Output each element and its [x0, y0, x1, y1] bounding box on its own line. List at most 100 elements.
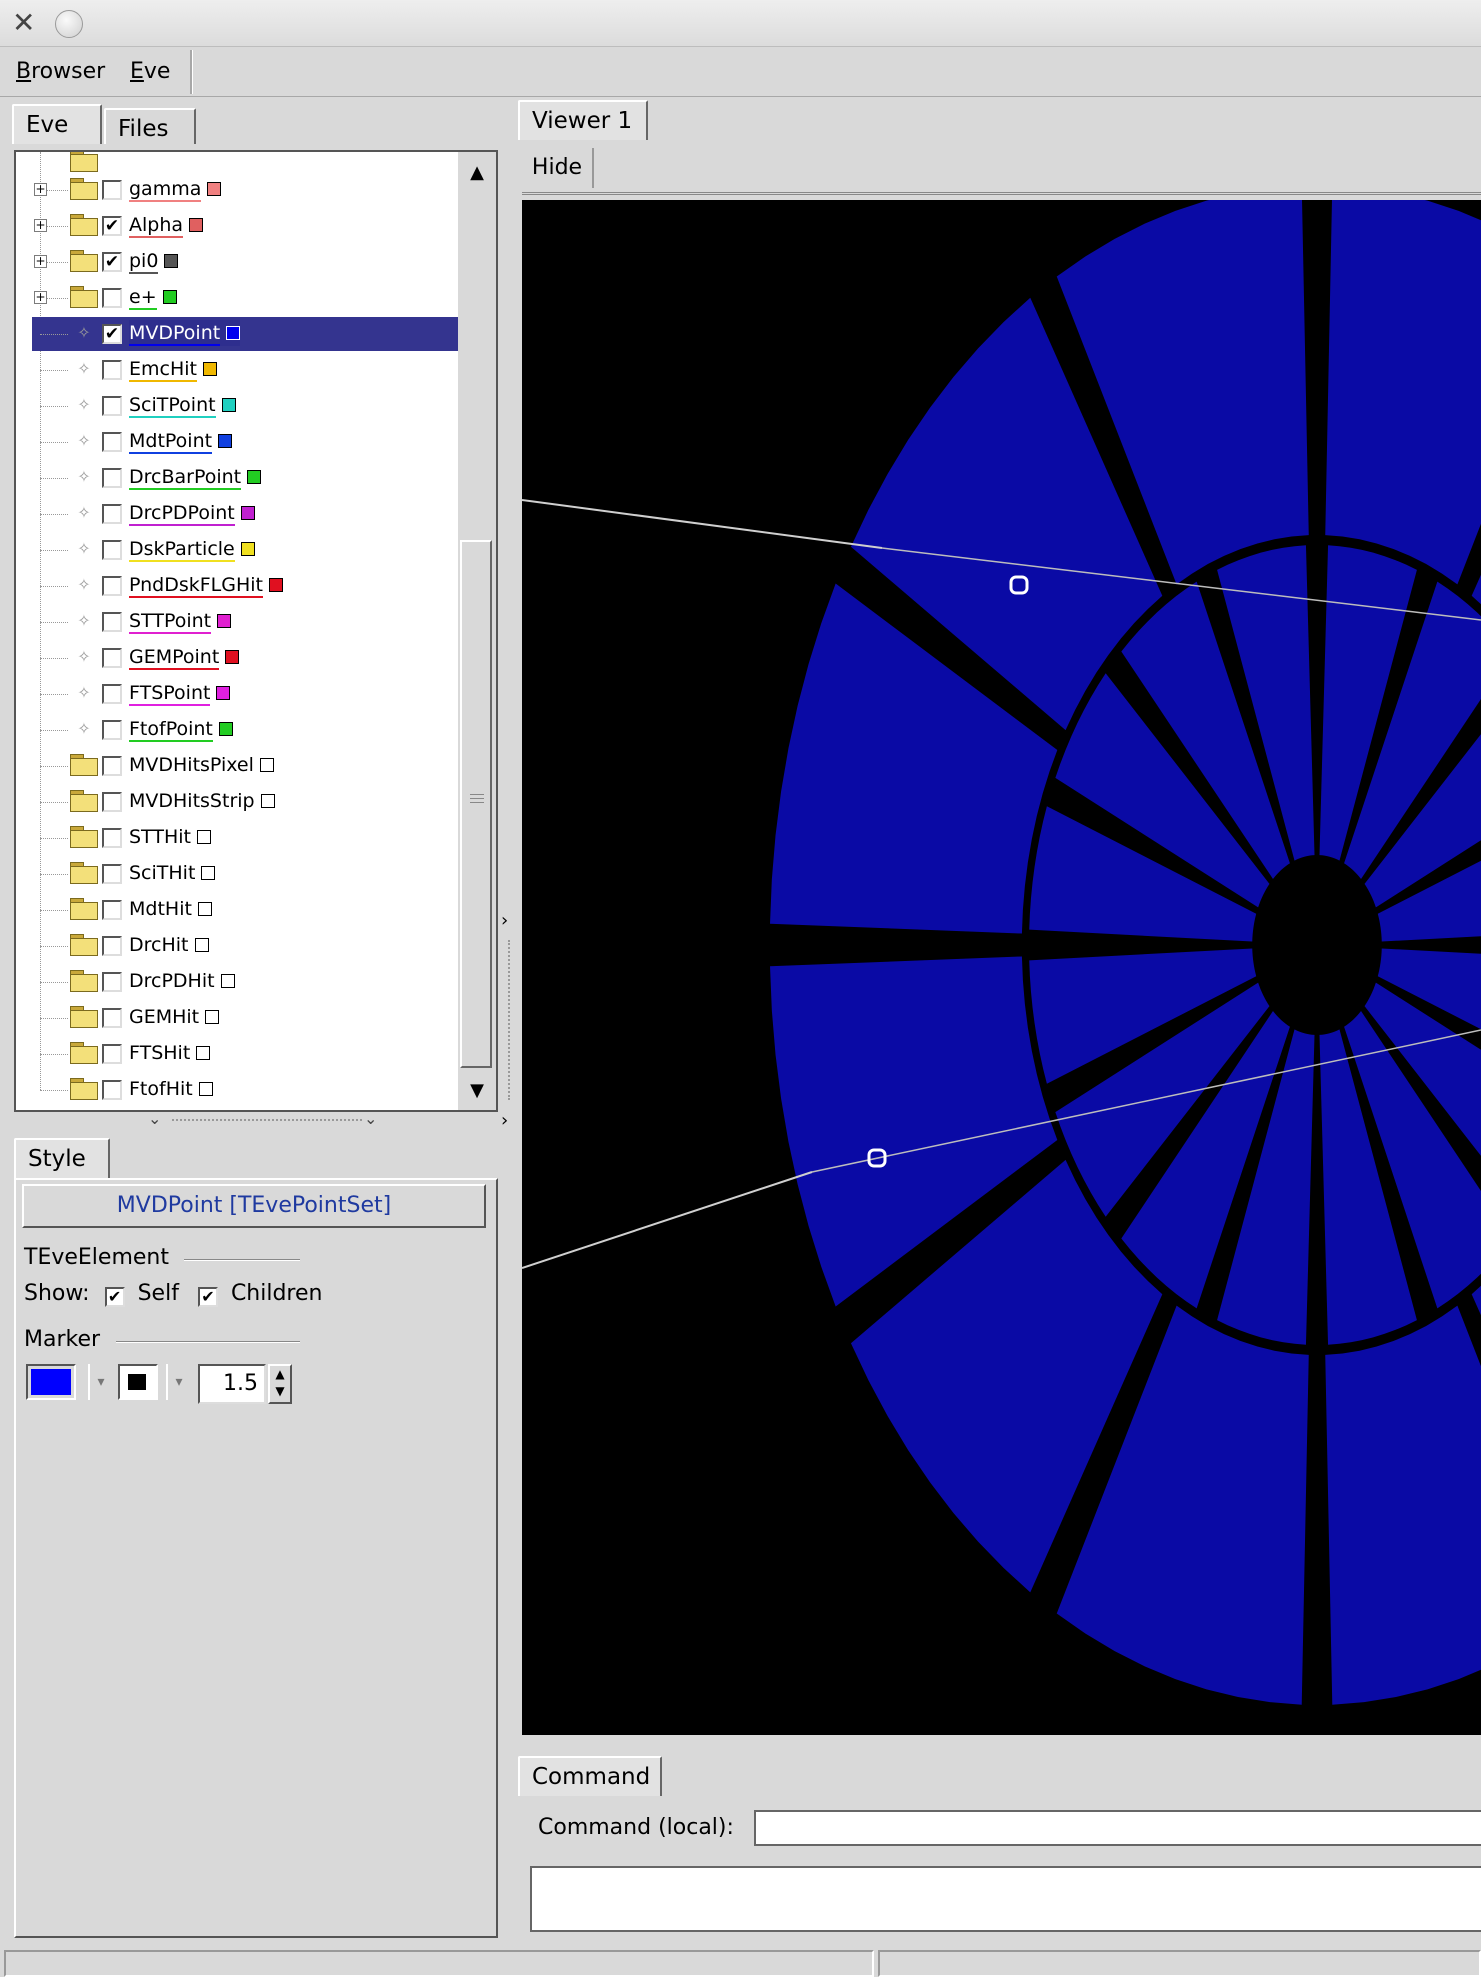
- color-swatch-icon[interactable]: [164, 254, 179, 268]
- tab-command[interactable]: Command: [518, 1756, 662, 1796]
- tree-row-mdtpoint[interactable]: ✧ MdtPoint: [22, 424, 462, 460]
- visibility-checkbox[interactable]: ✔: [102, 252, 122, 272]
- marker-color-button[interactable]: [26, 1364, 76, 1400]
- tab-style[interactable]: Style: [14, 1138, 110, 1178]
- tree-item-label[interactable]: SciTHit: [129, 860, 216, 886]
- tree-row-drchit[interactable]: DrcHit: [22, 928, 462, 964]
- tree-row-drcbarpoint[interactable]: ✧ DrcBarPoint: [22, 460, 462, 496]
- tree-item-label[interactable]: GEMHit: [129, 1004, 220, 1030]
- color-swatch-icon[interactable]: [194, 938, 209, 952]
- tree-item-label[interactable]: gamma: [129, 176, 222, 202]
- color-swatch-icon[interactable]: [259, 758, 274, 772]
- object-name-button[interactable]: MVDPoint [TEvePointSet]: [22, 1184, 486, 1228]
- expand-icon[interactable]: +: [34, 218, 47, 232]
- tree-item-label[interactable]: e+: [129, 284, 177, 310]
- expand-icon[interactable]: +: [34, 290, 47, 304]
- tree-item-label[interactable]: MVDPoint: [129, 320, 241, 346]
- color-swatch-icon[interactable]: [201, 866, 216, 880]
- minimize-icon[interactable]: [55, 10, 83, 38]
- tree-item-label[interactable]: SciTPoint: [129, 392, 236, 418]
- color-swatch-icon[interactable]: [240, 542, 255, 556]
- tree-row-gempoint[interactable]: ✧ GEMPoint: [22, 640, 462, 676]
- spin-down-icon[interactable]: ▼: [275, 1384, 285, 1398]
- visibility-checkbox[interactable]: [102, 432, 122, 452]
- close-icon[interactable]: ✕: [12, 6, 36, 39]
- color-swatch-icon[interactable]: [205, 1010, 220, 1024]
- scroll-down-icon[interactable]: ▼: [470, 1080, 484, 1101]
- visibility-checkbox[interactable]: [102, 648, 122, 668]
- visibility-checkbox[interactable]: [102, 360, 122, 380]
- chevron-right-icon[interactable]: ›: [501, 1110, 509, 1131]
- tree-item-label[interactable]: DrcPDHit: [129, 968, 235, 994]
- color-swatch-icon[interactable]: [196, 1046, 211, 1060]
- size-spinner[interactable]: ▲ ▼: [268, 1364, 292, 1404]
- visibility-checkbox[interactable]: ✔: [102, 324, 122, 344]
- tree-row-sttpoint[interactable]: ✧ STTPoint: [22, 604, 462, 640]
- eve-list-tree[interactable]: + gamma + ✔ Alpha + ✔ pi0 + e+ ✧ ✔ MVDPoint ✧ EmcHit ✧ S…: [14, 150, 498, 1112]
- scroll-up-icon[interactable]: ▲: [470, 162, 484, 183]
- tree-row-scithit[interactable]: SciTHit: [22, 856, 462, 892]
- tab-eve[interactable]: Eve: [12, 104, 102, 144]
- menu-eve[interactable]: Eve: [130, 59, 171, 84]
- visibility-checkbox[interactable]: [102, 900, 122, 920]
- tree-row-mdthit[interactable]: MdtHit: [22, 892, 462, 928]
- tree-item-label[interactable]: EmcHit: [129, 356, 217, 382]
- visibility-checkbox[interactable]: [102, 828, 122, 848]
- tree-row-mvdhitsstrip[interactable]: MVDHitsStrip: [22, 784, 462, 820]
- color-swatch-icon[interactable]: [218, 434, 233, 448]
- tree-item-label[interactable]: DrcHit: [129, 932, 209, 958]
- tree-item-label[interactable]: MdtHit: [129, 896, 212, 922]
- self-checkbox[interactable]: ✔: [104, 1287, 125, 1307]
- visibility-checkbox[interactable]: [102, 288, 122, 308]
- expand-icon[interactable]: +: [34, 254, 47, 268]
- tree-item-label[interactable]: MdtPoint: [129, 428, 233, 454]
- color-swatch-icon[interactable]: [226, 326, 241, 340]
- tree-row-mvdpoint[interactable]: ✧ ✔ MVDPoint: [22, 316, 462, 352]
- marker-size-input[interactable]: 1.5: [198, 1364, 266, 1404]
- tree-row-gemhit[interactable]: GEMHit: [22, 1000, 462, 1036]
- color-swatch-icon[interactable]: [221, 398, 236, 412]
- color-swatch-icon[interactable]: [260, 794, 275, 808]
- style-dropdown-icon[interactable]: ▾: [166, 1364, 190, 1400]
- tree-row-mvdhitspixel[interactable]: MVDHitsPixel: [22, 748, 462, 784]
- marker-style-button[interactable]: [118, 1364, 158, 1400]
- visibility-checkbox[interactable]: [102, 972, 122, 992]
- tree-row-pnddskflghit[interactable]: ✧ PndDskFLGHit: [22, 568, 462, 604]
- tree-scrollbar[interactable]: ▲ ▼: [458, 152, 496, 1110]
- tree-item-label[interactable]: FtofHit: [129, 1076, 213, 1102]
- tree-item-label[interactable]: PndDskFLGHit: [129, 572, 284, 598]
- visibility-checkbox[interactable]: [102, 1008, 122, 1028]
- tree-item-label[interactable]: MVDHitsPixel: [129, 752, 274, 778]
- color-swatch-icon[interactable]: [220, 974, 235, 988]
- tree-row-scitpoint[interactable]: ✧ SciTPoint: [22, 388, 462, 424]
- color-dropdown-icon[interactable]: ▾: [88, 1364, 112, 1400]
- color-swatch-icon[interactable]: [207, 182, 222, 196]
- tree-row-ftshit[interactable]: FTSHit: [22, 1036, 462, 1072]
- children-checkbox[interactable]: ✔: [197, 1287, 218, 1307]
- visibility-checkbox[interactable]: ✔: [102, 216, 122, 236]
- tree-row-drcpdhit[interactable]: DrcPDHit: [22, 964, 462, 1000]
- visibility-checkbox[interactable]: [102, 864, 122, 884]
- tree-row-dskparticle[interactable]: ✧ DskParticle: [22, 532, 462, 568]
- scroll-thumb[interactable]: [460, 540, 492, 1068]
- visibility-checkbox[interactable]: [102, 504, 122, 524]
- color-swatch-icon[interactable]: [162, 290, 177, 304]
- visibility-checkbox[interactable]: [102, 1080, 122, 1100]
- visibility-checkbox[interactable]: [102, 396, 122, 416]
- vertical-splitter[interactable]: [508, 940, 510, 1100]
- color-swatch-icon[interactable]: [217, 614, 232, 628]
- tree-row-ftofpoint[interactable]: ✧ FtofPoint: [22, 712, 462, 748]
- tab-files[interactable]: Files: [104, 108, 196, 144]
- visibility-checkbox[interactable]: [102, 792, 122, 812]
- tree-row-emchit[interactable]: ✧ EmcHit: [22, 352, 462, 388]
- visibility-checkbox[interactable]: [102, 684, 122, 704]
- tree-item-label[interactable]: MVDHitsStrip: [129, 788, 275, 814]
- visibility-checkbox[interactable]: [102, 936, 122, 956]
- tree-item-label[interactable]: FTSHit: [129, 1040, 211, 1066]
- tree-item-label[interactable]: pi0: [129, 248, 179, 274]
- tree-item-label[interactable]: STTPoint: [129, 608, 232, 634]
- visibility-checkbox[interactable]: [102, 180, 122, 200]
- command-input[interactable]: [754, 1810, 1481, 1846]
- color-swatch-icon[interactable]: [198, 1082, 213, 1096]
- menu-browser[interactable]: Browser: [16, 59, 106, 84]
